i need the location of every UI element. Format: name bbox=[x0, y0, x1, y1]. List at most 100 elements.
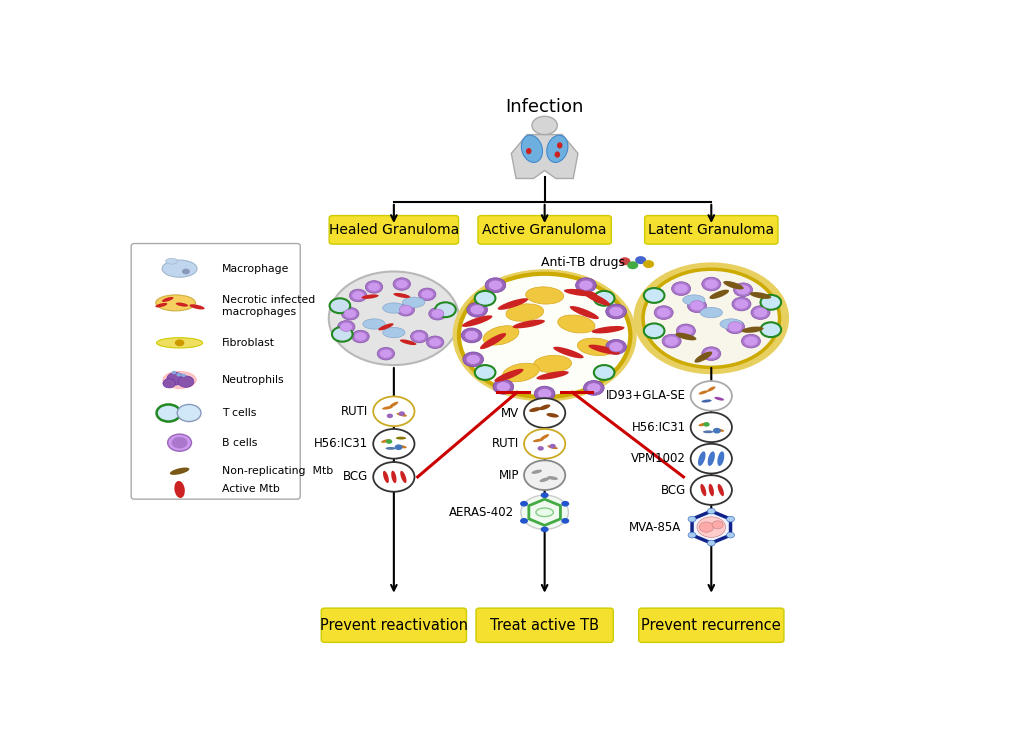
Circle shape bbox=[419, 288, 436, 301]
Circle shape bbox=[524, 460, 565, 490]
Circle shape bbox=[705, 279, 719, 289]
Ellipse shape bbox=[382, 406, 393, 410]
Circle shape bbox=[690, 413, 732, 442]
Ellipse shape bbox=[495, 369, 523, 382]
Text: T cells: T cells bbox=[221, 408, 256, 418]
Circle shape bbox=[465, 330, 479, 341]
Ellipse shape bbox=[569, 306, 599, 319]
Circle shape bbox=[535, 386, 555, 401]
Circle shape bbox=[488, 280, 503, 290]
Ellipse shape bbox=[698, 422, 709, 426]
Circle shape bbox=[387, 413, 393, 418]
Circle shape bbox=[705, 348, 719, 359]
Text: VPM1002: VPM1002 bbox=[631, 452, 686, 465]
FancyBboxPatch shape bbox=[645, 216, 778, 244]
FancyBboxPatch shape bbox=[476, 608, 613, 642]
Ellipse shape bbox=[396, 413, 408, 416]
FancyBboxPatch shape bbox=[322, 608, 467, 642]
Circle shape bbox=[635, 256, 646, 264]
Circle shape bbox=[634, 262, 790, 374]
Circle shape bbox=[672, 282, 690, 296]
Ellipse shape bbox=[547, 476, 558, 480]
Ellipse shape bbox=[750, 292, 771, 299]
Circle shape bbox=[172, 370, 176, 374]
Text: BCG: BCG bbox=[343, 471, 369, 483]
Ellipse shape bbox=[400, 339, 417, 345]
Circle shape bbox=[688, 516, 696, 522]
Circle shape bbox=[521, 495, 568, 529]
Circle shape bbox=[344, 309, 356, 319]
Ellipse shape bbox=[555, 151, 560, 158]
Ellipse shape bbox=[157, 338, 203, 348]
Ellipse shape bbox=[483, 326, 519, 345]
Circle shape bbox=[340, 322, 352, 331]
Circle shape bbox=[701, 277, 721, 291]
Ellipse shape bbox=[709, 484, 714, 496]
Circle shape bbox=[728, 322, 742, 332]
Circle shape bbox=[172, 437, 187, 448]
Ellipse shape bbox=[540, 477, 550, 482]
Ellipse shape bbox=[189, 305, 205, 310]
Ellipse shape bbox=[162, 260, 197, 277]
Circle shape bbox=[726, 320, 744, 333]
Ellipse shape bbox=[162, 297, 173, 302]
Ellipse shape bbox=[361, 294, 379, 299]
Circle shape bbox=[690, 444, 732, 473]
Circle shape bbox=[541, 527, 549, 532]
Circle shape bbox=[761, 322, 781, 337]
FancyBboxPatch shape bbox=[478, 216, 611, 244]
Circle shape bbox=[751, 306, 770, 319]
Text: MVA-85A: MVA-85A bbox=[629, 521, 681, 534]
Circle shape bbox=[368, 282, 380, 291]
Circle shape bbox=[643, 260, 654, 268]
Ellipse shape bbox=[558, 315, 595, 333]
Text: B cells: B cells bbox=[221, 438, 257, 448]
Ellipse shape bbox=[462, 316, 493, 327]
Text: Prevent recurrence: Prevent recurrence bbox=[641, 618, 781, 633]
Ellipse shape bbox=[156, 303, 167, 308]
Circle shape bbox=[708, 508, 715, 514]
Ellipse shape bbox=[506, 304, 544, 322]
Text: H56:IC31: H56:IC31 bbox=[632, 421, 686, 433]
Ellipse shape bbox=[698, 391, 709, 394]
Ellipse shape bbox=[385, 447, 396, 450]
Text: Latent Granuloma: Latent Granuloma bbox=[648, 223, 774, 237]
Circle shape bbox=[435, 302, 456, 317]
Circle shape bbox=[531, 116, 557, 135]
Circle shape bbox=[329, 271, 459, 365]
Circle shape bbox=[520, 518, 528, 524]
Circle shape bbox=[163, 379, 176, 388]
Ellipse shape bbox=[513, 319, 545, 328]
Ellipse shape bbox=[537, 371, 568, 379]
Ellipse shape bbox=[521, 135, 543, 162]
Circle shape bbox=[354, 332, 367, 341]
Ellipse shape bbox=[389, 402, 398, 408]
Circle shape bbox=[734, 299, 749, 309]
Ellipse shape bbox=[700, 484, 707, 496]
Circle shape bbox=[701, 347, 721, 361]
Ellipse shape bbox=[676, 333, 696, 340]
Ellipse shape bbox=[480, 333, 506, 349]
Circle shape bbox=[697, 517, 726, 537]
Ellipse shape bbox=[701, 399, 712, 402]
Ellipse shape bbox=[362, 319, 385, 329]
FancyBboxPatch shape bbox=[639, 608, 784, 642]
Circle shape bbox=[520, 501, 528, 507]
Text: ID93+GLA-SE: ID93+GLA-SE bbox=[606, 389, 686, 402]
Circle shape bbox=[373, 396, 415, 426]
Circle shape bbox=[712, 521, 723, 529]
Ellipse shape bbox=[383, 303, 404, 313]
Circle shape bbox=[462, 328, 482, 343]
Circle shape bbox=[182, 269, 189, 274]
FancyBboxPatch shape bbox=[131, 244, 300, 499]
Circle shape bbox=[168, 434, 191, 451]
Circle shape bbox=[341, 308, 359, 320]
Ellipse shape bbox=[710, 290, 729, 299]
Ellipse shape bbox=[578, 338, 615, 356]
Text: MIP: MIP bbox=[499, 469, 519, 482]
Circle shape bbox=[538, 388, 552, 399]
Ellipse shape bbox=[166, 259, 177, 264]
Circle shape bbox=[674, 284, 688, 293]
Ellipse shape bbox=[539, 405, 550, 411]
Text: BCG: BCG bbox=[660, 484, 686, 496]
